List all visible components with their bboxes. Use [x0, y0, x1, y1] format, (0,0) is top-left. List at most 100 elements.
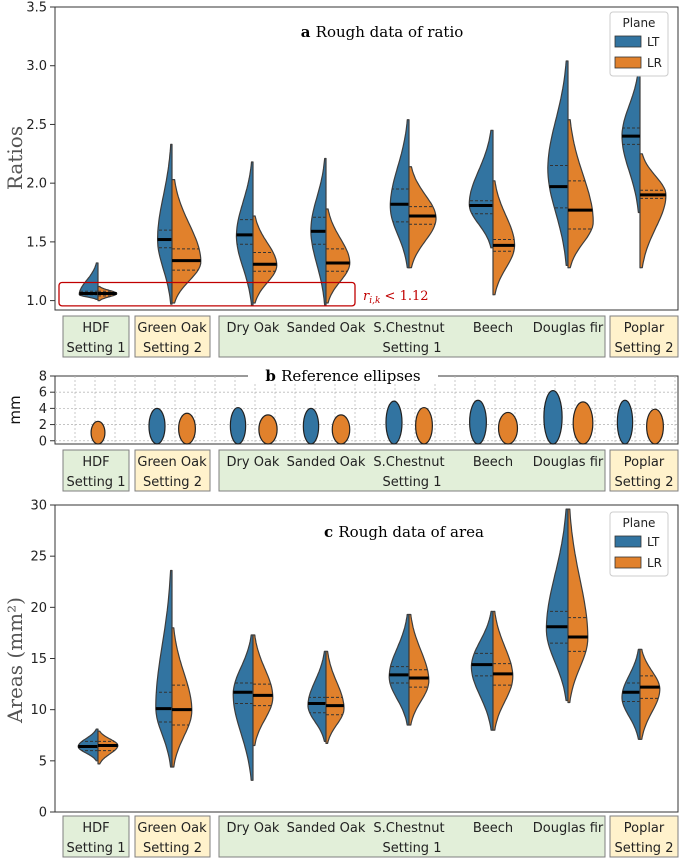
- panel-a-label-box: [609, 315, 679, 358]
- panel-c-legend: Plane LT LR: [609, 511, 669, 577]
- panel-a-panel-letter: a: [301, 23, 316, 41]
- panel-b-ytick-label: 2: [39, 418, 47, 433]
- panel-c-setting-label: Setting 1: [67, 841, 126, 856]
- panel-c-violin-body: [621, 648, 641, 740]
- panel-a-ytick-label: 1.5: [26, 235, 47, 250]
- panel-a-species-label: Poplar: [624, 321, 665, 336]
- panel-c-violin-body: [325, 650, 345, 745]
- panel-a-violin-lr-2: [252, 215, 278, 304]
- panel-a-species-label: Douglas fir: [533, 321, 604, 336]
- ellipse-lt-6: [543, 389, 563, 445]
- panel-c-axes: 0 5 10 15 20 25 30: [30, 499, 679, 821]
- panel-c-panel-letter: c: [324, 523, 338, 541]
- panel-c-violin-lr-4: [408, 613, 430, 726]
- panel-c-group-labels: Setting 1 Setting 2 Setting 1 Setting 2 HDF G…: [62, 815, 679, 858]
- panel-c-violin-lt-5: [470, 610, 494, 731]
- panel-a-ytick-label: 3.5: [26, 1, 47, 16]
- panel-c-legend-title: Plane: [623, 516, 656, 530]
- panel-a-title-text: Rough data of ratio: [316, 23, 464, 41]
- panel-a-label-box: [218, 315, 606, 358]
- panel-a-species-label: S.Chestnut: [373, 321, 444, 336]
- panel-c-title: c Rough data of area: [324, 523, 484, 541]
- panel-a-violin-body: [157, 143, 173, 305]
- panel-c-species-label: Dry Oak: [227, 821, 280, 836]
- panel-c-violin-lt-2: [232, 634, 254, 781]
- panel-b-ytick-label: 6: [39, 386, 47, 401]
- threshold-annotation: ri,k < 1.12: [363, 289, 429, 306]
- panel-a-violin-lt-7: [621, 68, 641, 214]
- panel-a-label-box: [134, 315, 211, 358]
- panel-c-legend-lr-swatch: [614, 556, 642, 569]
- panel-a-violin-body: [547, 60, 569, 266]
- panel-a-violin-body: [325, 208, 351, 304]
- panel-c-legend-lt-label: LT: [647, 535, 660, 549]
- ellipse-lr-5: [497, 411, 519, 445]
- panel-c-violin-lr-5: [492, 610, 514, 731]
- panel-c-setting-label: Setting 2: [143, 841, 202, 856]
- ellipse-lr-7: [646, 408, 664, 445]
- ellipse-lt-5: [469, 399, 487, 445]
- panel-c-species-label: Sanded Oak: [287, 821, 366, 836]
- panel-b-ellipses: [90, 389, 664, 445]
- panel-a-legend-lt-label: LT: [647, 35, 660, 49]
- panel-a-violin-body: [468, 129, 494, 249]
- panel-a-violin-lr-5: [492, 180, 516, 296]
- panel-c-label-box: [218, 815, 606, 858]
- panel-a-ylabel: Ratios: [3, 126, 27, 190]
- panel-a-legend: Plane LT LR: [609, 11, 669, 77]
- panel-c-title-text: Rough data of area: [338, 523, 484, 541]
- panel-b-species-label: Beech: [473, 455, 513, 470]
- ellipse-lt-7: [616, 399, 634, 445]
- panel-a-violins: [78, 60, 667, 306]
- panel-a-ytick-label: 2.0: [26, 177, 47, 192]
- panel-c-violin-body: [492, 610, 514, 731]
- panel-c-ytick-label: 20: [30, 601, 47, 616]
- panel-c-violin-lr-1: [171, 627, 193, 768]
- panel-c-violin-body: [408, 613, 430, 726]
- panel-b-panel-letter: b: [265, 367, 281, 385]
- panel-b-setting-label: Setting 1: [383, 475, 442, 490]
- panel-b-ytick-label: 4: [39, 402, 47, 417]
- panel-a-violin-lt-6: [547, 60, 569, 266]
- panel-c-violin-body: [470, 610, 494, 731]
- panel-a-setting-label: Setting 1: [383, 341, 442, 356]
- panel-c-violin-lt-4: [388, 613, 410, 726]
- ellipse-lt-4: [385, 400, 403, 445]
- panel-a-legend-lt-swatch: [614, 35, 642, 48]
- panel-c-violin-lr-7: [639, 648, 661, 740]
- panel-a-violin-lr-1: [171, 179, 202, 304]
- panel-a-setting-label: Setting 1: [67, 341, 126, 356]
- ellipse-lr-2: [258, 414, 278, 445]
- panel-c-label-box: [134, 815, 211, 858]
- panel-a-label-box: [62, 315, 130, 358]
- panel-c-violins: [77, 508, 661, 781]
- ellipse-lr-6: [572, 401, 594, 445]
- panel-c-species-label: Green Oak: [137, 821, 207, 836]
- panel-c-ytick-label: 30: [30, 499, 47, 514]
- panel-a-violin-lt-0: [78, 262, 99, 301]
- panel-b-species-label: HDF: [82, 455, 109, 470]
- panel-c-ytick-label: 25: [30, 550, 47, 565]
- panel-a-setting-label: Setting 2: [143, 341, 202, 356]
- panel-c-violin-body: [252, 634, 274, 747]
- panel-a-violin-lr-7: [639, 153, 667, 269]
- panel-b-label-box: [134, 449, 211, 492]
- panel-a-axes: 1.0 1.5 2.0 2.5 3.0 3.5: [26, 1, 679, 311]
- panel-b-setting-label: Setting 2: [615, 475, 674, 490]
- panel-c-violin-lt-1: [155, 569, 173, 768]
- panel-c-violin-lr-3: [325, 650, 345, 745]
- panel-c-violin-body: [307, 650, 327, 742]
- panel-a-species-label: Green Oak: [137, 321, 207, 336]
- panel-b-ytick-label: 8: [39, 370, 47, 385]
- panel-a-violin-lr-6: [567, 119, 594, 269]
- panel-a-violin-lt-1: [157, 143, 173, 305]
- panel-c-label-box: [62, 815, 130, 858]
- panel-a-group-labels: Setting 1 Setting 2 Setting 1 Setting 2 HDF G…: [62, 315, 679, 358]
- panel-b-species-label: Dry Oak: [227, 455, 280, 470]
- panel-a-species-label: Beech: [473, 321, 513, 336]
- panel-b-label-box: [609, 449, 679, 492]
- panel-c-ytick-label: 5: [39, 754, 47, 769]
- panel-c-setting-label: Setting 1: [383, 841, 442, 856]
- panel-c-violin-body: [77, 728, 99, 762]
